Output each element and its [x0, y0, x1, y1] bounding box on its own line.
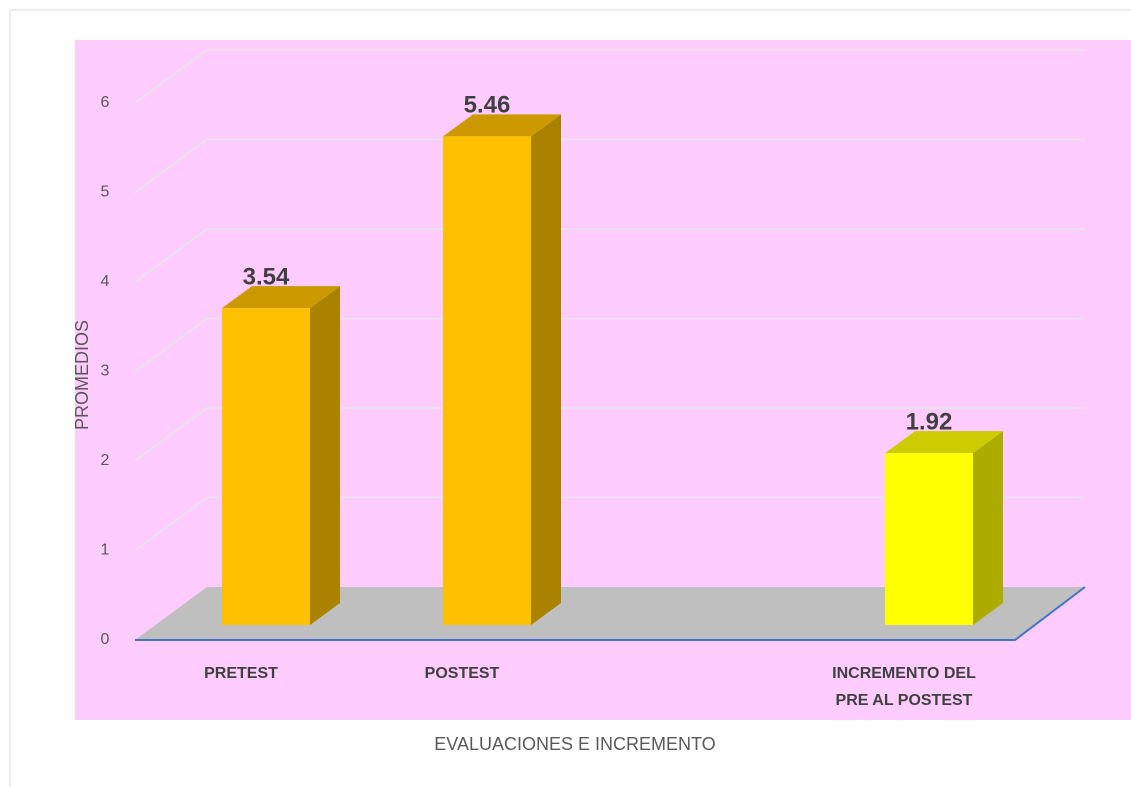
x-tick-label: INCREMENTO DEL PRE AL POSTEST	[832, 665, 976, 709]
bar-top	[222, 286, 340, 309]
grid-line	[134, 228, 1085, 283]
bar	[443, 114, 561, 625]
x-tick-label: PRETEST	[204, 665, 278, 682]
grid-line	[134, 49, 1085, 104]
y-tick-label: 4	[101, 273, 110, 290]
y-tick-label: 5	[101, 184, 110, 201]
bar-side	[531, 114, 561, 625]
bar-front	[443, 136, 531, 625]
bar-top	[885, 431, 1003, 454]
floor-edge	[135, 586, 1086, 641]
bar	[222, 286, 340, 625]
y-tick-label: 6	[101, 94, 110, 111]
floor	[135, 587, 1085, 640]
grid-line	[134, 407, 1085, 462]
data-label: 1.92	[906, 409, 953, 436]
chart-border	[9, 9, 1131, 787]
bar-side	[973, 431, 1003, 625]
grid-line	[134, 138, 1085, 194]
y-tick-label: 2	[101, 452, 110, 469]
bar-side	[310, 286, 340, 625]
grid-line	[134, 496, 1085, 552]
y-tick-label: 1	[101, 542, 110, 559]
grid-line	[134, 317, 1085, 373]
bar-top	[443, 114, 561, 137]
bar	[885, 431, 1003, 625]
bar-front	[885, 453, 973, 625]
y-axis-title: PROMEDIOS	[72, 320, 92, 430]
data-label: 3.54	[243, 264, 290, 291]
data-label: 5.46	[464, 92, 511, 119]
x-axis-title: EVALUACIONES E INCREMENTO	[434, 734, 715, 754]
x-tick-label: POSTEST	[424, 665, 500, 682]
y-tick-label: 0	[101, 631, 110, 648]
bar-front	[222, 308, 310, 625]
y-tick-label: 3	[101, 363, 110, 380]
